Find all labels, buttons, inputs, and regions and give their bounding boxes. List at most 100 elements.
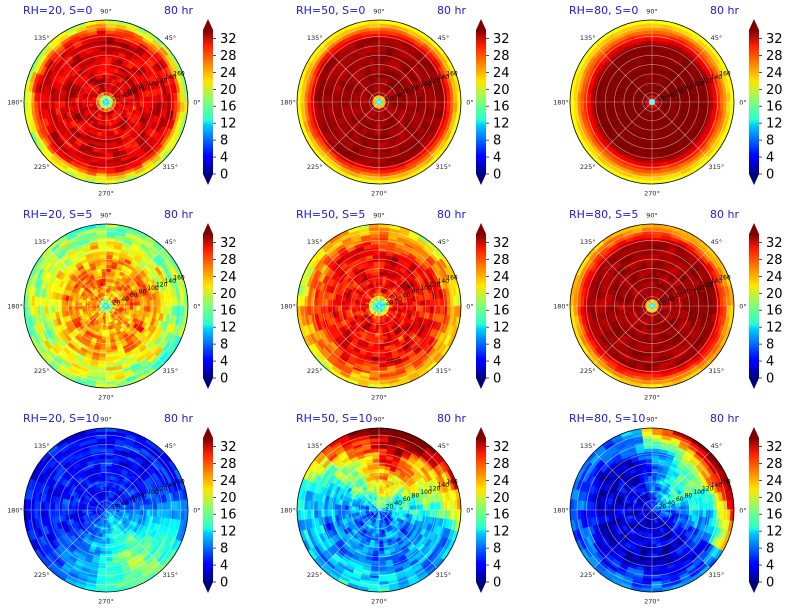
heatmap-cell xyxy=(402,101,407,106)
heatmap-cell xyxy=(354,98,359,103)
colorbar-tick-label: 20 xyxy=(220,83,237,98)
colorbar-extend-min xyxy=(203,378,213,389)
heatmap-cell xyxy=(590,93,595,103)
heatmap-cell xyxy=(648,122,653,127)
heatmap-cell xyxy=(71,97,76,103)
colorbar-tick-label: 4 xyxy=(493,151,501,166)
heatmap-cell xyxy=(105,346,113,351)
heatmap-cell xyxy=(337,101,342,108)
heatmap-cell xyxy=(105,264,112,269)
angle-tick-label: 90° xyxy=(646,8,658,16)
heatmap-cell xyxy=(105,50,113,55)
panel-time-label: 80 hr xyxy=(437,4,466,17)
heatmap-cell xyxy=(34,92,39,103)
heatmap-cell xyxy=(96,169,107,174)
heatmap-cell xyxy=(34,296,39,307)
radial-tick-label: 80 xyxy=(412,85,420,92)
heatmap-cell xyxy=(610,96,615,103)
heatmap-cell xyxy=(78,98,83,103)
angle-tick-label: 45° xyxy=(165,238,177,246)
heatmap-cell xyxy=(429,94,434,103)
radial-tick-label: 40 xyxy=(667,92,675,99)
heatmap-cell xyxy=(105,336,111,341)
heatmap-cell xyxy=(378,67,384,72)
radial-tick-label: 160 xyxy=(173,70,185,77)
heatmap-cell xyxy=(597,94,602,103)
radial-tick-label: 60 xyxy=(130,88,138,95)
heatmap-cell xyxy=(51,305,56,314)
colorbar-tick-label: 16 xyxy=(220,304,237,319)
angle-tick-label: 225° xyxy=(307,163,323,171)
colorbar-tick-label: 0 xyxy=(766,168,774,183)
heatmap-cell xyxy=(101,336,107,341)
heatmap-cell xyxy=(372,145,380,150)
angle-tick-label: 315° xyxy=(163,367,179,375)
colorbar-tick-label: 24 xyxy=(766,66,783,81)
heatmap-cell xyxy=(143,300,148,307)
angle-tick-label: 90° xyxy=(373,8,385,16)
heatmap-cell xyxy=(378,149,387,154)
heatmap-cell xyxy=(327,95,332,103)
angle-tick-label: 45° xyxy=(438,34,450,42)
heatmap-cell xyxy=(100,60,107,65)
heatmap-cell xyxy=(61,305,66,313)
heatmap-cell xyxy=(647,67,653,72)
heatmap-cell xyxy=(702,101,707,110)
heatmap-cell xyxy=(644,50,653,55)
heatmap-cell xyxy=(590,101,595,111)
angle-tick-label: 0° xyxy=(466,99,473,107)
heatmap-cell xyxy=(607,101,612,109)
heatmap-cell xyxy=(378,132,384,137)
heatmap-cell xyxy=(153,94,158,103)
angle-tick-label: 90° xyxy=(100,8,112,16)
heatmap-cell xyxy=(409,101,414,107)
heatmap-cell xyxy=(586,93,592,103)
heatmap-cell xyxy=(436,101,441,111)
heatmap-cell xyxy=(105,149,114,154)
heatmap-cell xyxy=(99,349,107,354)
heatmap-cell xyxy=(645,145,653,150)
heatmap-cell xyxy=(105,363,115,368)
heatmap-cell xyxy=(371,47,380,52)
heatmap-cell xyxy=(163,297,168,307)
heatmap-cell xyxy=(153,101,158,109)
heatmap-cell xyxy=(436,93,441,103)
angle-tick-label: 270° xyxy=(98,190,114,198)
panel-time-label: 80 hr xyxy=(710,4,739,17)
heatmap-cell xyxy=(98,47,107,52)
heatmap-cell xyxy=(644,152,653,157)
heatmap-cell xyxy=(101,132,107,137)
colorbar-tick-label: 32 xyxy=(220,236,237,251)
heatmap-cell xyxy=(370,159,380,164)
heatmap-cell xyxy=(651,74,656,79)
heatmap-cell xyxy=(105,356,114,361)
heatmap-cell xyxy=(378,47,387,52)
heatmap-cell xyxy=(149,305,154,313)
heatmap-cell xyxy=(712,93,718,103)
heatmap-cell xyxy=(105,261,112,266)
heatmap-cell xyxy=(646,60,653,65)
heatmap-cell xyxy=(378,57,385,62)
colorbar xyxy=(203,234,213,378)
heatmap-cell xyxy=(97,244,107,249)
heatmap-cell xyxy=(426,101,431,109)
heatmap-cell xyxy=(78,302,83,307)
colorbar-extend-min xyxy=(203,174,213,185)
radial-tick-label: 20 xyxy=(113,299,121,306)
angle-tick-label: 180° xyxy=(280,99,296,107)
angle-tick-label: 180° xyxy=(7,99,23,107)
heatmap-cell xyxy=(369,169,380,174)
heatmap-cell xyxy=(129,305,134,310)
angle-tick-label: 135° xyxy=(307,34,323,42)
colorbar-tick-label: 4 xyxy=(766,151,774,166)
heatmap-cell xyxy=(651,77,656,82)
radial-tick-label: 160 xyxy=(173,274,185,281)
radial-tick-label: 80 xyxy=(685,85,693,92)
heatmap-cell xyxy=(102,329,107,334)
heatmap-cell xyxy=(163,305,168,315)
heatmap-cell xyxy=(651,67,657,72)
angle-tick-label: 0° xyxy=(193,99,200,107)
heatmap-cell xyxy=(610,101,615,108)
heatmap-cell xyxy=(105,139,112,144)
heatmap-cell xyxy=(373,60,380,65)
